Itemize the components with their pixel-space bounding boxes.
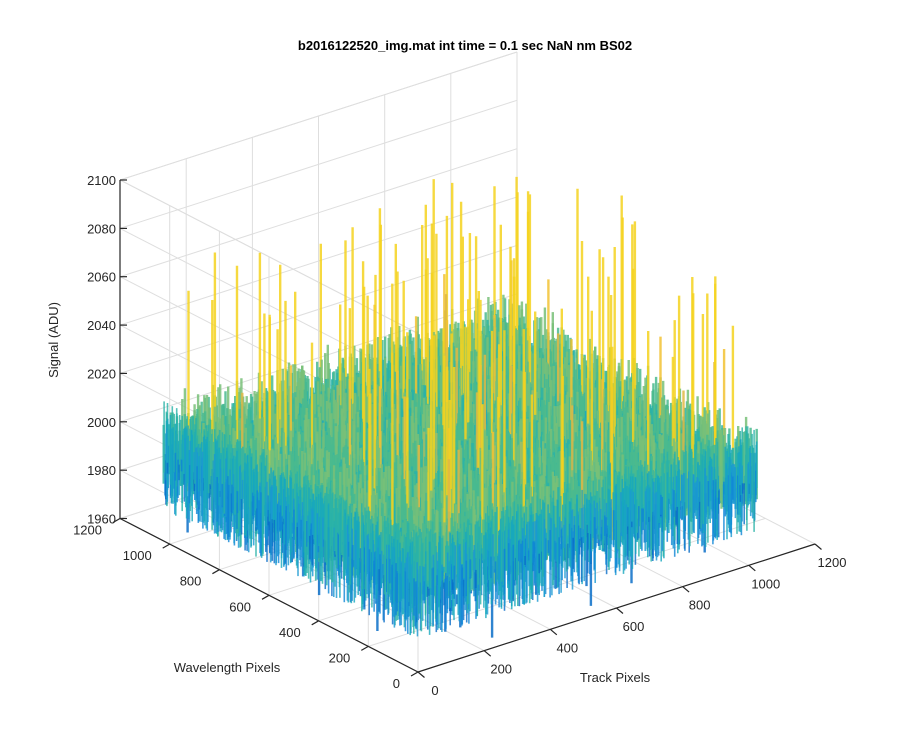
- grid-line: [119, 99, 518, 229]
- grid-line: [119, 148, 518, 278]
- grid-line: [119, 293, 518, 423]
- grid-line: [119, 196, 518, 326]
- grid-line: [119, 244, 518, 374]
- surface-mesh: [162, 176, 758, 638]
- box-edge: [119, 51, 518, 181]
